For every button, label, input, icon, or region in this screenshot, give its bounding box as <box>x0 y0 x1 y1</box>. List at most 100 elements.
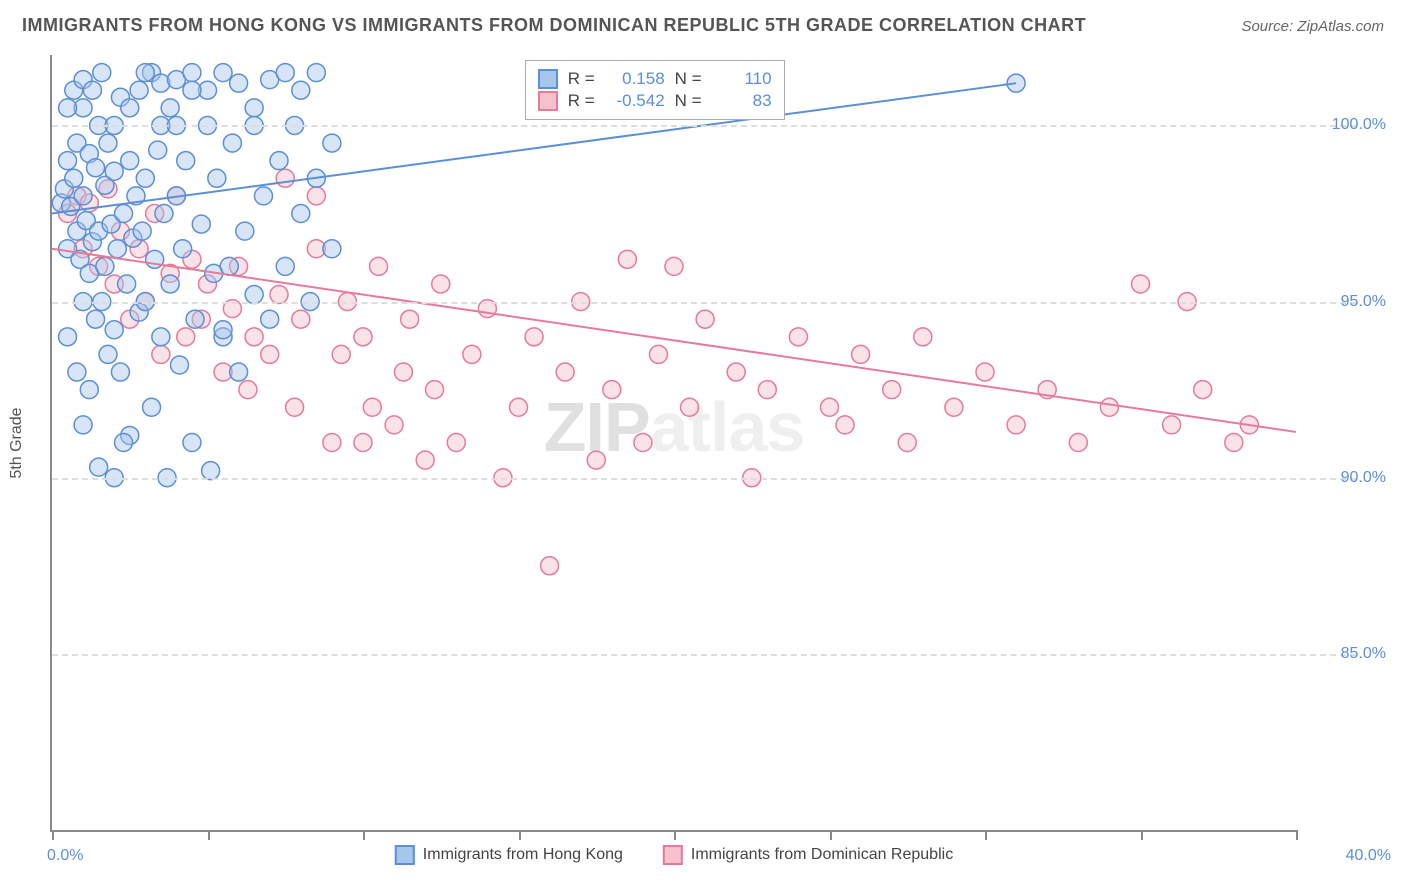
x-axis-max-label: 40.0% <box>1346 847 1391 865</box>
data-point <box>1007 416 1025 434</box>
data-point <box>883 381 901 399</box>
data-point <box>174 240 192 258</box>
x-tick <box>985 830 987 840</box>
chart-source: Source: ZipAtlas.com <box>1241 18 1384 35</box>
legend-stats-hk: R = 0.158 N = 110 <box>538 69 772 89</box>
data-point <box>155 205 173 223</box>
data-point <box>83 81 101 99</box>
data-point <box>541 557 559 575</box>
hk-swatch <box>538 69 558 89</box>
data-point <box>254 187 272 205</box>
legend-label-dr: Immigrants from Dominican Republic <box>691 846 953 864</box>
data-point <box>1100 398 1118 416</box>
data-point <box>261 345 279 363</box>
data-point <box>363 398 381 416</box>
x-tick <box>208 830 210 840</box>
data-point <box>65 169 83 187</box>
data-point <box>161 275 179 293</box>
data-point <box>87 159 105 177</box>
data-point <box>1194 381 1212 399</box>
data-point <box>245 328 263 346</box>
data-point <box>394 363 412 381</box>
legend-label-hk: Immigrants from Hong Kong <box>423 846 623 864</box>
data-point <box>220 257 238 275</box>
data-point <box>603 381 621 399</box>
data-point <box>96 257 114 275</box>
data-point <box>186 310 204 328</box>
legend-item-dr: Immigrants from Dominican Republic <box>663 845 953 865</box>
data-point <box>463 345 481 363</box>
x-tick <box>1141 830 1143 840</box>
x-tick <box>519 830 521 840</box>
data-point <box>230 74 248 92</box>
chart-title: IMMIGRANTS FROM HONG KONG VS IMMIGRANTS … <box>22 15 1086 36</box>
data-point <box>976 363 994 381</box>
data-point <box>292 205 310 223</box>
data-point <box>332 345 350 363</box>
data-point <box>171 356 189 374</box>
data-point <box>74 187 92 205</box>
x-tick <box>1296 830 1298 840</box>
x-tick <box>674 830 676 840</box>
data-point <box>111 363 129 381</box>
data-point <box>261 310 279 328</box>
data-point <box>230 363 248 381</box>
data-point <box>292 310 310 328</box>
data-point <box>87 310 105 328</box>
data-point <box>214 64 232 82</box>
data-point <box>143 398 161 416</box>
gridline <box>52 654 1356 656</box>
data-point <box>323 434 341 452</box>
data-point <box>276 169 294 187</box>
data-point <box>208 169 226 187</box>
data-point <box>286 398 304 416</box>
legend-stats-dr: R = -0.542 N = 83 <box>538 91 772 111</box>
y-tick-label: 95.0% <box>1341 293 1386 311</box>
data-point <box>426 381 444 399</box>
data-point <box>177 328 195 346</box>
x-axis-min-label: 0.0% <box>47 847 83 865</box>
data-point <box>115 205 133 223</box>
data-point <box>223 134 241 152</box>
data-point <box>354 434 372 452</box>
gridline <box>52 478 1356 480</box>
plot-svg <box>52 55 1296 830</box>
data-point <box>149 141 167 159</box>
data-point <box>59 152 77 170</box>
gridline <box>52 302 1356 304</box>
data-point <box>789 328 807 346</box>
data-point <box>93 64 111 82</box>
data-point <box>292 81 310 99</box>
gridline <box>52 125 1356 127</box>
data-point <box>133 222 151 240</box>
data-point <box>323 240 341 258</box>
data-point <box>758 381 776 399</box>
legend-item-hk: Immigrants from Hong Kong <box>395 845 623 865</box>
data-point <box>121 152 139 170</box>
data-point <box>914 328 932 346</box>
dr-swatch <box>538 91 558 111</box>
data-point <box>401 310 419 328</box>
data-point <box>370 257 388 275</box>
data-point <box>80 381 98 399</box>
legend-stats: R = 0.158 N = 110 R = -0.542 N = 83 <box>525 60 785 120</box>
data-point <box>177 152 195 170</box>
data-point <box>99 345 117 363</box>
data-point <box>681 398 699 416</box>
data-point <box>276 257 294 275</box>
data-point <box>323 134 341 152</box>
hk-swatch-icon <box>395 845 415 865</box>
data-point <box>90 458 108 476</box>
data-point <box>183 64 201 82</box>
data-point <box>108 240 126 258</box>
y-tick-label: 85.0% <box>1341 645 1386 663</box>
data-point <box>136 169 154 187</box>
data-point <box>161 99 179 117</box>
data-point <box>192 215 210 233</box>
data-point <box>118 275 136 293</box>
x-tick <box>830 830 832 840</box>
data-point <box>183 434 201 452</box>
data-point <box>727 363 745 381</box>
data-point <box>1069 434 1087 452</box>
data-point <box>1132 275 1150 293</box>
